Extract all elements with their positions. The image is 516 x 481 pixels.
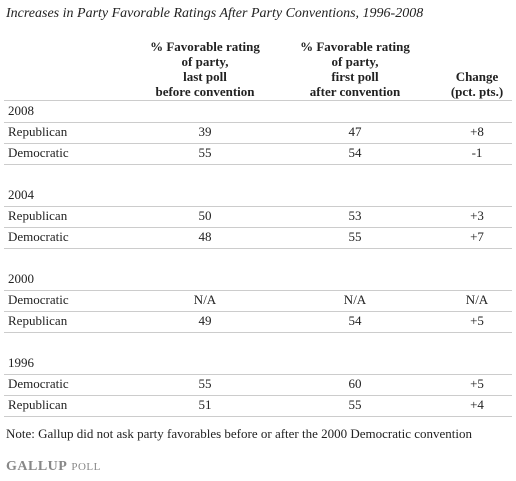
row-label: Democratic [8,145,69,160]
group-year: 2004 [8,187,34,202]
cell: -1 [471,145,483,160]
cell: 53 [348,208,362,223]
cell: 51 [198,397,212,412]
group-year: 2008 [8,103,34,118]
row-label: Republican [8,124,68,139]
cell: +5 [470,313,484,328]
cell: 55 [348,397,362,412]
column-header: of party, [331,54,379,69]
note: Note: Gallup did not ask party favorable… [6,426,473,441]
header-rule [4,100,512,101]
row-label: Democratic [8,376,69,391]
cell: +8 [470,124,484,139]
row-label: Republican [8,397,68,412]
logo: GALLUP POLL [6,459,101,475]
column-header: % Favorable rating [150,39,260,54]
row-label: Democratic [8,292,69,307]
cell: 54 [348,313,362,328]
row-label: Republican [8,313,68,328]
title: Increases in Party Favorable Ratings Aft… [6,6,424,21]
cell: N/A [193,292,217,307]
cell: N/A [343,292,367,307]
cell: N/A [465,292,489,307]
cell: 55 [198,376,212,391]
cell: +4 [470,397,484,412]
logo-main: GALLUP [6,459,68,474]
column-header: last poll [183,69,227,84]
row-rule [4,395,512,396]
group-year: 1996 [8,355,34,370]
row-rule [4,206,512,207]
column-header: % Favorable rating [300,39,410,54]
row-rule [4,290,512,291]
row-label: Republican [8,208,68,223]
row-rule [4,164,512,165]
column-header: before convention [155,84,255,99]
cell: 55 [348,229,362,244]
cell: 48 [198,229,212,244]
cell: 49 [198,313,212,328]
cell: 55 [198,145,212,160]
column-header: Change [455,69,499,84]
cell: +3 [470,208,484,223]
cell: 39 [198,124,212,139]
column-header: (pct. pts.) [450,84,504,99]
column-header: after convention [309,84,401,99]
row-rule [4,248,512,249]
row-rule [4,143,512,144]
column-header: of party, [181,54,229,69]
column-header: first poll [331,69,379,84]
row-rule [4,374,512,375]
cell: 54 [348,145,362,160]
row-rule [4,332,512,333]
row-rule [4,227,512,228]
row-rule [4,122,512,123]
row-rule [4,311,512,312]
group-year: 2000 [8,271,34,286]
row-rule [4,416,512,417]
logo-sub: POLL [71,461,101,473]
cell: 47 [348,124,362,139]
row-label: Democratic [8,229,69,244]
cell: 50 [198,208,212,223]
cell: 60 [348,376,362,391]
cell: +7 [470,229,484,244]
cell: +5 [470,376,484,391]
